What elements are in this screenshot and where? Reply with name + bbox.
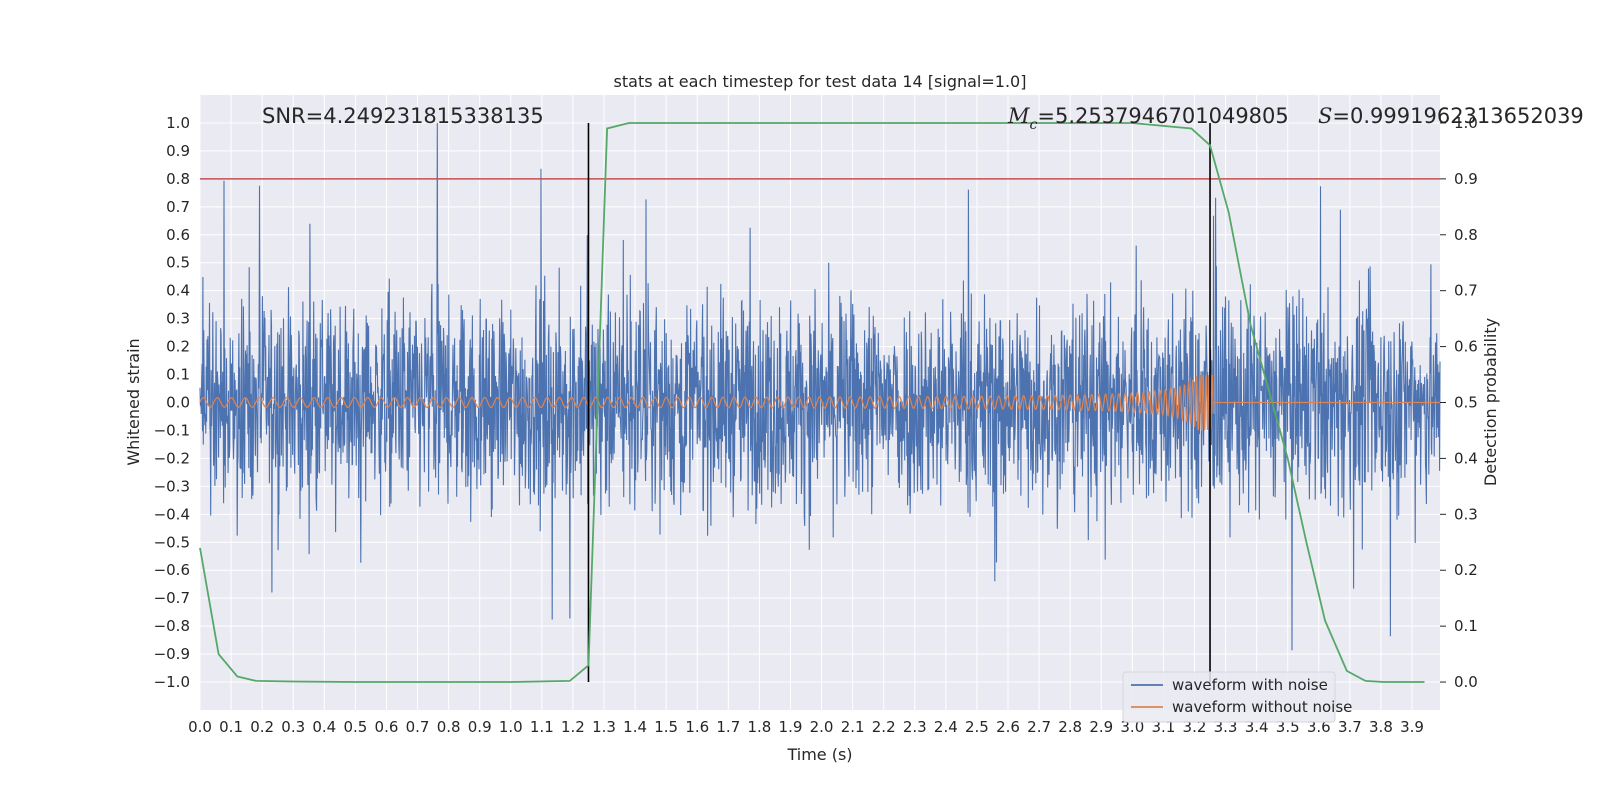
detection-probability-line — [199, 122, 1425, 683]
x-tick-label: 1.8 — [747, 718, 771, 736]
legend-label-clean: waveform without noise — [1172, 698, 1352, 716]
y-tick-label: −0.8 — [154, 617, 190, 635]
y-tick-label: 0.9 — [166, 142, 190, 160]
y2-axis-label: Detection probability — [1481, 318, 1500, 486]
y-tick-label: 0.6 — [166, 226, 190, 244]
x-tick-label: 2.7 — [1027, 718, 1051, 736]
y2-tick-label: 0.9 — [1454, 170, 1478, 188]
legend: waveform with noise waveform without noi… — [1122, 671, 1352, 723]
y-tick-label: 0.8 — [166, 170, 190, 188]
y-tick-label: −0.2 — [154, 449, 190, 467]
noise-waveform-line — [199, 122, 1441, 651]
y2-tick-label: 0.0 — [1454, 673, 1478, 691]
y-tick-label: −0.4 — [154, 505, 190, 523]
x-tick-label: 0.4 — [312, 718, 336, 736]
y2-tick-label: 0.1 — [1454, 617, 1478, 635]
x-tick-label: 0.6 — [375, 718, 399, 736]
y-tick-label: 1.0 — [166, 114, 190, 132]
y-axis-label: Whitened strain — [124, 338, 143, 465]
x-axis-label: Time (s) — [786, 745, 852, 764]
x-tick-label: 1.7 — [716, 718, 740, 736]
y2-tick-label: 0.7 — [1454, 282, 1478, 300]
snr-annotation: SNR=4.249231815338135 — [262, 104, 544, 128]
x-tick-label: 2.1 — [841, 718, 865, 736]
y2-tick-label: 0.2 — [1454, 561, 1478, 579]
x-tick-label: 2.8 — [1058, 718, 1082, 736]
y-tick-label: 0.7 — [166, 198, 190, 216]
y2-tick-label: 1.0 — [1454, 114, 1478, 132]
x-tick-label: 3.8 — [1369, 718, 1393, 736]
y2-tick-label: 0.3 — [1454, 505, 1478, 523]
x-tick-label: 1.0 — [499, 718, 523, 736]
x-tick-label: 0.3 — [281, 718, 305, 736]
x-tick-label: 0.1 — [219, 718, 243, 736]
mc-annotation: Mc=5.2537946701049805 — [1007, 104, 1289, 133]
y-tick-label: −0.7 — [154, 589, 190, 607]
y2-tick-label: 0.6 — [1454, 338, 1478, 356]
x-tick-label: 0.2 — [250, 718, 274, 736]
y-tick-label: 0.0 — [166, 394, 190, 412]
s-annotation: S=0.9991962313652039 — [1318, 104, 1584, 128]
x-tick-label: 3.9 — [1400, 718, 1424, 736]
legend-box — [1122, 671, 1336, 723]
y-tick-label: 0.1 — [166, 366, 190, 384]
x-tick-label: 2.3 — [903, 718, 927, 736]
chirp-series — [199, 374, 1440, 431]
tick-labels: 0.0 0.1 0.2 0.3 0.4 0.5 0.6 0.7 0.8 0.9 1.0 1.1 1.2 1… — [154, 114, 1478, 736]
y-tick-label: −0.1 — [154, 421, 190, 439]
y-tick-label: −0.5 — [154, 533, 190, 551]
y-tick-label: 0.3 — [166, 310, 190, 328]
y-tick-label: 0.4 — [166, 282, 190, 300]
s-symbol: S — [1318, 104, 1332, 128]
x-tick-label: 0.0 — [188, 718, 212, 736]
x-tick-label: 2.4 — [934, 718, 958, 736]
y2-tick-label: 0.5 — [1454, 394, 1478, 412]
s-value: =0.9991962313652039 — [1332, 104, 1583, 128]
x-tick-label: 2.0 — [810, 718, 834, 736]
x-tick-label: 3.7 — [1338, 718, 1362, 736]
y-tick-label: −0.6 — [154, 561, 190, 579]
x-tick-label: 2.5 — [965, 718, 989, 736]
chart-title: stats at each timestep for test data 14 … — [614, 72, 1027, 91]
y2-tick-label: 0.4 — [1454, 449, 1478, 467]
x-tick-label: 0.9 — [468, 718, 492, 736]
overlay-lines — [200, 122, 1440, 683]
noise-series — [199, 122, 1441, 651]
x-tick-label: 0.8 — [437, 718, 461, 736]
x-tick-label: 1.6 — [685, 718, 709, 736]
clean-waveform-line — [199, 374, 1440, 431]
probability-series — [199, 122, 1425, 683]
x-tick-label: 0.5 — [343, 718, 367, 736]
x-tick-label: 1.3 — [592, 718, 616, 736]
x-tick-label: 1.5 — [654, 718, 678, 736]
legend-label-noise: waveform with noise — [1172, 676, 1328, 694]
mc-symbol: M — [1007, 104, 1030, 128]
x-tick-label: 2.6 — [996, 718, 1020, 736]
x-tick-label: 1.9 — [779, 718, 803, 736]
y-tick-label: 0.5 — [166, 254, 190, 272]
x-tick-label: 2.9 — [1089, 718, 1113, 736]
y-tick-label: −0.9 — [154, 645, 190, 663]
y-tick-label: −1.0 — [154, 673, 190, 691]
y-tick-label: −0.3 — [154, 477, 190, 495]
x-tick-label: 1.2 — [561, 718, 585, 736]
mc-subscript: c — [1030, 117, 1038, 133]
x-tick-label: 1.1 — [530, 718, 554, 736]
mc-value: =5.2537946701049805 — [1037, 104, 1288, 128]
y2-tick-label: 0.8 — [1454, 226, 1478, 244]
y-tick-label: 0.2 — [166, 338, 190, 356]
x-tick-label: 0.7 — [406, 718, 430, 736]
x-tick-label: 1.4 — [623, 718, 647, 736]
x-tick-label: 2.2 — [872, 718, 896, 736]
